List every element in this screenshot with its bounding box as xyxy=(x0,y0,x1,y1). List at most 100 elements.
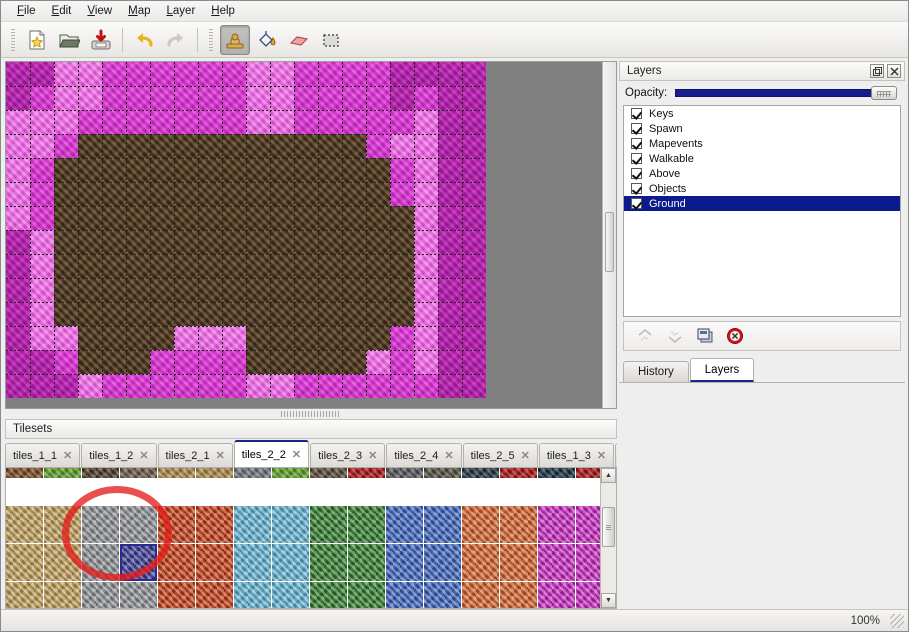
map-tile[interactable] xyxy=(414,206,438,230)
map-tile[interactable] xyxy=(102,110,126,134)
map-tile[interactable] xyxy=(462,302,486,326)
map-tile[interactable] xyxy=(246,278,270,302)
map-tile[interactable] xyxy=(462,254,486,278)
map-tile[interactable] xyxy=(126,86,150,110)
map-tile[interactable] xyxy=(342,62,366,86)
map-tile[interactable] xyxy=(318,86,342,110)
delete-layer-button[interactable] xyxy=(722,324,748,348)
tileset-tile[interactable] xyxy=(423,505,462,544)
tileset-tile[interactable] xyxy=(195,581,234,608)
map-tile[interactable] xyxy=(294,230,318,254)
map-tile[interactable] xyxy=(102,86,126,110)
map-tile[interactable] xyxy=(318,374,342,398)
map-tile[interactable] xyxy=(6,326,30,350)
map-tile[interactable] xyxy=(246,374,270,398)
tileset-tile[interactable] xyxy=(43,581,82,608)
tileset-tab-tiles_1_3[interactable]: tiles_1_3 ✕ xyxy=(538,443,615,467)
tileset-tile[interactable] xyxy=(271,581,310,608)
map-tile[interactable] xyxy=(270,134,294,158)
map-tile[interactable] xyxy=(270,62,294,86)
tileset-palette[interactable]: ▲ ▼ xyxy=(5,467,617,609)
map-tile[interactable] xyxy=(174,254,198,278)
tileset-tile[interactable] xyxy=(347,468,386,479)
map-tile[interactable] xyxy=(150,206,174,230)
map-tile[interactable] xyxy=(6,62,30,86)
tileset-vertical-scrollbar[interactable]: ▲ ▼ xyxy=(600,468,616,608)
map-tile[interactable] xyxy=(78,62,102,86)
map-tile[interactable] xyxy=(150,302,174,326)
map-tile[interactable] xyxy=(222,86,246,110)
tileset-tab-close-icon[interactable]: ✕ xyxy=(368,450,378,462)
map-tile[interactable] xyxy=(78,254,102,278)
tileset-tile[interactable] xyxy=(6,543,44,582)
toolbar-grip-2[interactable] xyxy=(207,28,215,51)
eraser-tool-button[interactable] xyxy=(284,25,314,55)
map-tile[interactable] xyxy=(246,158,270,182)
map-tile[interactable] xyxy=(366,182,390,206)
map-tile[interactable] xyxy=(30,278,54,302)
map-tile[interactable] xyxy=(102,350,126,374)
map-tile[interactable] xyxy=(6,110,30,134)
map-tile[interactable] xyxy=(6,230,30,254)
tileset-tab-tiles_2_3[interactable]: tiles_2_3 ✕ xyxy=(310,443,386,467)
map-tile[interactable] xyxy=(126,278,150,302)
map-tile[interactable] xyxy=(102,62,126,86)
map-tile[interactable] xyxy=(30,230,54,254)
tileset-tile[interactable] xyxy=(43,543,82,582)
map-tile[interactable] xyxy=(294,110,318,134)
map-tile[interactable] xyxy=(414,350,438,374)
map-tile[interactable] xyxy=(30,182,54,206)
map-tile[interactable] xyxy=(174,158,198,182)
map-tile[interactable] xyxy=(414,254,438,278)
tileset-tile[interactable] xyxy=(461,581,500,608)
tileset-tile[interactable] xyxy=(461,543,500,582)
map-tile[interactable] xyxy=(390,62,414,86)
map-tile[interactable] xyxy=(6,158,30,182)
map-tile[interactable] xyxy=(294,182,318,206)
rectangle-select-tool-button[interactable] xyxy=(316,25,346,55)
map-tile[interactable] xyxy=(102,254,126,278)
map-tile[interactable] xyxy=(126,254,150,278)
map-tile[interactable] xyxy=(174,302,198,326)
map-tile[interactable] xyxy=(270,326,294,350)
map-tile[interactable] xyxy=(270,110,294,134)
map-tile[interactable] xyxy=(78,230,102,254)
map-tile[interactable] xyxy=(78,158,102,182)
map-tile[interactable] xyxy=(342,254,366,278)
map-tile[interactable] xyxy=(318,254,342,278)
map-tile[interactable] xyxy=(150,110,174,134)
map-scrollbar-thumb[interactable] xyxy=(605,212,614,272)
map-tile[interactable] xyxy=(294,158,318,182)
map-tile[interactable] xyxy=(414,110,438,134)
tileset-tile[interactable] xyxy=(537,468,576,479)
map-tile[interactable] xyxy=(198,158,222,182)
layer-row-above[interactable]: Above xyxy=(624,166,900,181)
map-tile[interactable] xyxy=(30,134,54,158)
map-tile[interactable] xyxy=(222,350,246,374)
map-tile[interactable] xyxy=(246,110,270,134)
tileset-tab-close-icon[interactable]: ✕ xyxy=(596,450,607,462)
map-tile[interactable] xyxy=(198,350,222,374)
tileset-tile[interactable] xyxy=(119,543,158,582)
map-tile[interactable] xyxy=(438,134,462,158)
tileset-tile[interactable] xyxy=(6,468,44,479)
layer-visibility-checkbox[interactable] xyxy=(631,108,642,119)
tileset-tab-tiles_2_4[interactable]: tiles_2_4 ✕ xyxy=(386,443,462,467)
tileset-tile[interactable] xyxy=(347,581,386,608)
map-tile[interactable] xyxy=(366,254,390,278)
tileset-tile[interactable] xyxy=(309,505,348,544)
map-vertical-scrollbar[interactable] xyxy=(602,62,616,408)
map-tile[interactable] xyxy=(438,254,462,278)
layer-visibility-checkbox[interactable] xyxy=(631,183,642,194)
map-tile[interactable] xyxy=(390,374,414,398)
map-tile[interactable] xyxy=(126,230,150,254)
map-tile[interactable] xyxy=(198,206,222,230)
map-tile[interactable] xyxy=(438,182,462,206)
menu-map[interactable]: Map xyxy=(128,5,151,17)
map-tile[interactable] xyxy=(462,374,486,398)
map-tile[interactable] xyxy=(54,326,78,350)
layer-visibility-checkbox[interactable] xyxy=(631,198,642,209)
map-tile[interactable] xyxy=(294,326,318,350)
map-tile[interactable] xyxy=(30,350,54,374)
map-tile[interactable] xyxy=(342,86,366,110)
